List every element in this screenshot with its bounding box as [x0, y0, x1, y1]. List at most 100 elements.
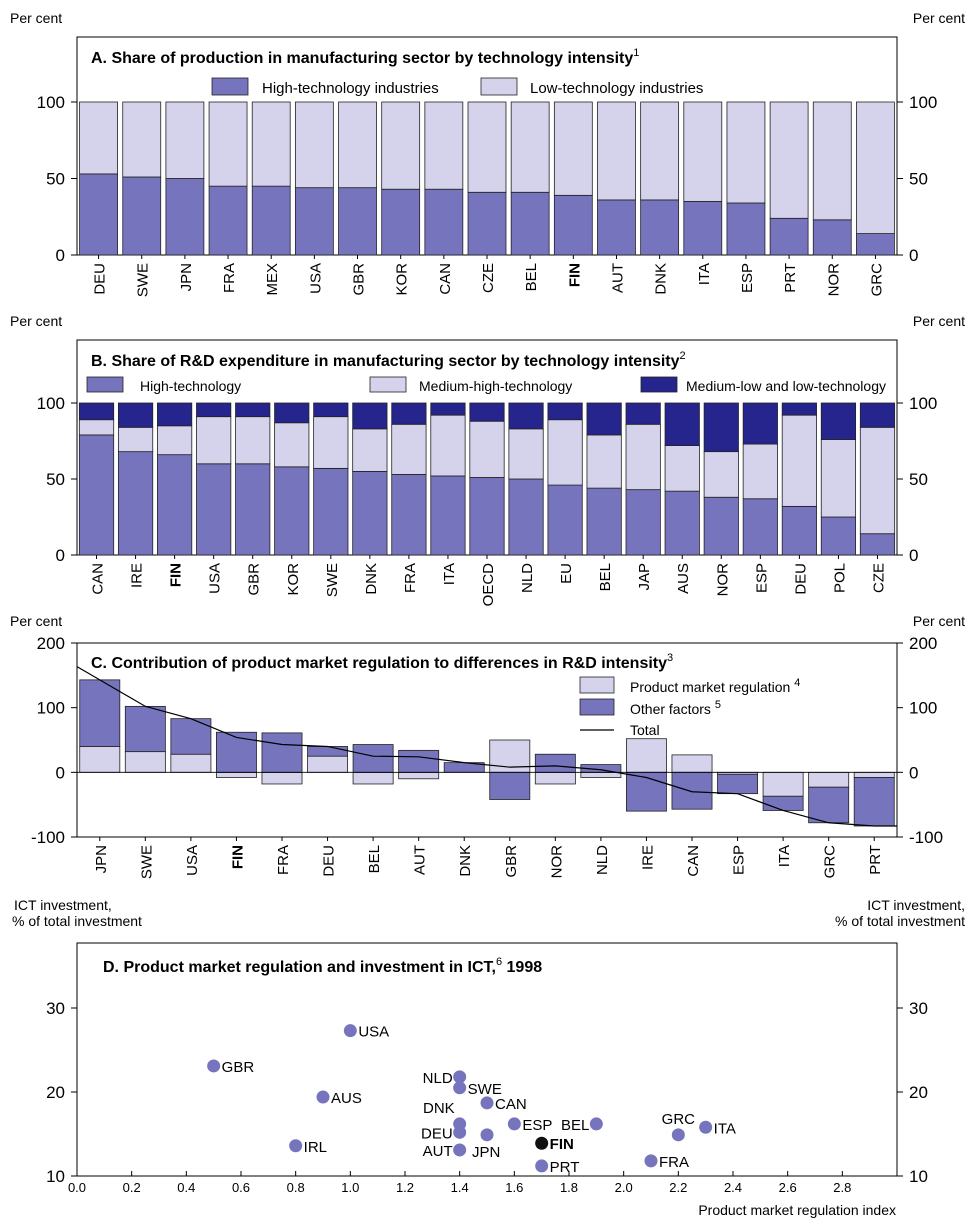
panel-b-bar-esp-s2 — [742, 402, 778, 445]
panel-c-bar-prt-s1 — [853, 777, 895, 827]
panel-d-frame — [76, 942, 898, 1177]
panel-c-total-line — [76, 666, 897, 827]
panel-b-bar-ita-s1 — [430, 414, 466, 477]
panel-b-bar-fin-s1 — [157, 425, 193, 456]
panel-b-bar-dnk-s0 — [352, 470, 388, 556]
panel-c-bar-gbr-s1 — [489, 771, 531, 800]
scatter-label-swe: SWE — [468, 1081, 502, 1098]
panel-c-bar-grc-s0 — [808, 771, 850, 788]
panel-a-bar-nor-s0 — [812, 219, 852, 256]
panel-a-bar-aut-s1 — [597, 101, 636, 201]
panel-c-ytick-label-right: -100 — [909, 828, 943, 847]
panel-b-bar-nor-s2 — [703, 402, 739, 453]
panel-b-category-label: POL — [831, 563, 848, 593]
panel-d-xtick-label: 1.2 — [396, 1180, 414, 1195]
panel-a-category-label: ESP — [739, 263, 756, 293]
panel-c-bar-can-s0 — [671, 754, 713, 773]
panel-b-ytick-label-right: 0 — [909, 546, 918, 565]
scatter-label-jpn: JPN — [472, 1144, 500, 1161]
panel-c-bar-ire-s0 — [626, 738, 667, 773]
panel-b-category-label: ITA — [441, 563, 458, 585]
scatter-label-gbr: GBR — [222, 1059, 255, 1076]
scatter-point-deu — [453, 1125, 467, 1139]
panel-b-category-label: DEU — [792, 563, 809, 595]
panel-c-bar-can-s1 — [671, 771, 713, 810]
panel-b-bar-swe-s1 — [313, 416, 349, 469]
panel-c-frame — [76, 642, 898, 838]
panel-a-bar-swe-s0 — [122, 176, 162, 256]
panel-b-legend-swatch-medhigh — [369, 376, 407, 393]
panel-b-bar-pol-s0 — [820, 516, 857, 556]
panel-b-bar-fra-s2 — [391, 402, 427, 425]
panel-a-bar-fra-s1 — [208, 101, 248, 187]
panel-b-bar-bel-s0 — [586, 487, 622, 556]
panel-b-category-label: CZE — [870, 563, 887, 593]
scatter-point-grc — [671, 1128, 685, 1142]
scatter-point-swe — [453, 1081, 467, 1095]
panel-a-bar-ita-s1 — [683, 101, 723, 202]
panel-a-bar-prt-s1 — [769, 101, 809, 219]
panel-d-ytick-label-left: 30 — [46, 999, 65, 1018]
panel-b-bar-eu-s1 — [547, 419, 583, 486]
scatter-label-grc: GRC — [662, 1111, 696, 1128]
panel-c-ytick-label-right: 100 — [909, 699, 937, 718]
panel-a-ytick-label-right: 0 — [909, 246, 918, 265]
panel-b-bar-dnk-s1 — [352, 428, 388, 472]
panel-b-per-cent-left: Per cent — [10, 313, 62, 329]
panel-b-bar-jap-s1 — [625, 423, 661, 491]
panel-d-ytick-label-right: 10 — [909, 1167, 928, 1186]
panel-a-bar-kor-s1 — [381, 101, 421, 190]
panel-b-category-label: OECD — [480, 563, 497, 607]
panel-d-xtick-label: 1.8 — [560, 1180, 578, 1195]
panel-c-legend-label-total: Total — [630, 722, 660, 738]
panel-b-bar-ire-s0 — [117, 451, 154, 556]
panel-a-ytick-label-right: 100 — [909, 93, 937, 112]
panel-b-bar-esp-s0 — [742, 498, 778, 556]
panel-b-bar-can-s2 — [78, 402, 115, 421]
panel-b-bar-eu-s2 — [547, 402, 583, 421]
panel-b-bar-fra-s0 — [391, 474, 427, 556]
panel-d-ytick-label-right: 20 — [909, 1083, 928, 1102]
panel-a-bar-bel-s0 — [510, 191, 550, 256]
panel-a-legend-swatch-high — [211, 77, 249, 96]
panel-b-category-label: EU — [558, 563, 575, 584]
panel-c-bar-nor-s1 — [534, 753, 576, 773]
panel-c-bar-deu-s0 — [307, 755, 348, 773]
panel-a-category-label: BEL — [523, 263, 540, 291]
panel-a-bar-swe-s1 — [122, 101, 162, 178]
panel-a-bar-deu-s0 — [79, 173, 118, 256]
panel-b-bar-oecd-s0 — [469, 477, 505, 556]
panel-c-category-label: IRE — [639, 845, 656, 870]
panel-a-category-label: CZE — [480, 263, 497, 293]
panel-d-xtick-label: 2.0 — [615, 1180, 633, 1195]
panel-c-bar-ita-s0 — [762, 771, 804, 797]
scatter-point-irl — [289, 1139, 303, 1153]
panel-c-category-label: GRC — [822, 845, 839, 879]
panel-d-title: D. Product market regulation and investm… — [103, 956, 542, 976]
panel-b-bar-ire-s1 — [117, 426, 154, 453]
panel-c-ytick-label-right: 200 — [909, 634, 937, 653]
panel-b-bar-usa-s2 — [196, 402, 232, 418]
panel-a-legend-swatch-low — [480, 77, 518, 96]
panel-c-bar-fin-s0 — [215, 771, 257, 778]
panel-b-bar-nld-s2 — [508, 402, 544, 430]
panel-a-ytick-label-left: 0 — [56, 246, 65, 265]
panel-a-bar-fra-s0 — [208, 185, 248, 256]
scatter-label-can: CAN — [495, 1096, 527, 1113]
panel-b-bar-jap-s2 — [625, 402, 661, 425]
scatter-point-esp — [507, 1117, 521, 1131]
panel-a-category-label: FRA — [221, 263, 238, 293]
panel-c-category-label: GBR — [503, 845, 520, 878]
panel-b-category-label: DNK — [363, 563, 380, 595]
scatter-point-can — [480, 1096, 494, 1110]
panel-b-bar-fin-s0 — [157, 454, 193, 556]
panel-a-bar-esp-s1 — [726, 101, 766, 204]
panel-d-ytick-label-right: 30 — [909, 999, 928, 1018]
panel-b-bar-fin-s2 — [157, 402, 193, 427]
panel-c-bar-nld-s0 — [580, 771, 622, 778]
panel-d-xtick-label: 2.8 — [833, 1180, 851, 1195]
panel-b-category-label: BEL — [597, 563, 614, 591]
panel-b-per-cent-right: Per cent — [913, 313, 965, 329]
scatter-point-aus — [316, 1090, 330, 1104]
